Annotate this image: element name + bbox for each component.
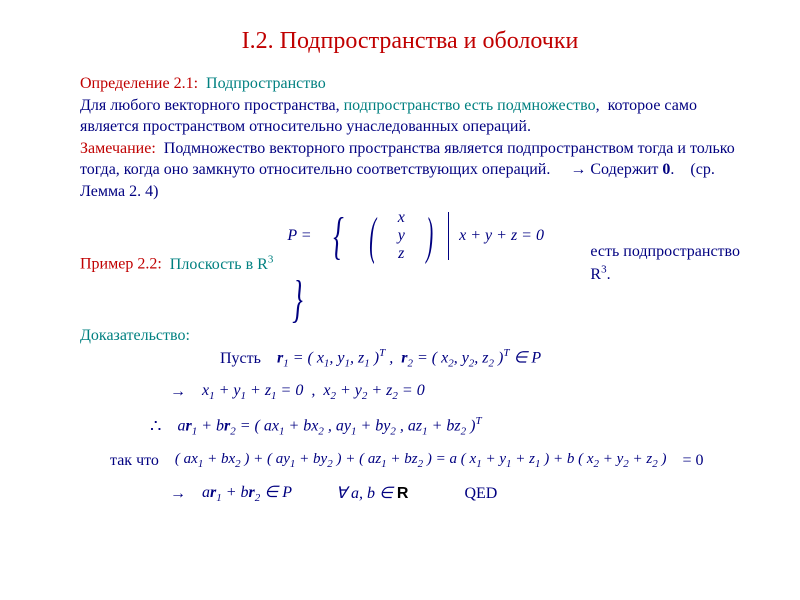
slide: I.2. Подпространства и оболочки Определе… — [0, 0, 800, 526]
proof-step-1: → x1 + y1 + z1 = 0 , x2 + y2 + z2 = 0 — [80, 380, 740, 404]
example-term: Плоскость в R3 — [170, 256, 274, 273]
proof-label: Доказательство: — [80, 325, 740, 347]
proof-final: → ar1 + br2 ∈ P ∀ a, b ∈ R QED — [80, 482, 740, 506]
definition-label: Определение 2.1: — [80, 75, 198, 92]
proof-let: Пусть r1 = ( x1, y1, z1 )T , r2 = ( x2, … — [80, 346, 740, 371]
remark-block: Замечание: Подмножество векторного прост… — [80, 138, 740, 203]
definition-text: Для любого векторного пространства, подп… — [80, 95, 740, 138]
remark-label: Замечание: — [80, 140, 156, 157]
definition-block: Определение 2.1: Подпространство — [80, 73, 740, 95]
plane-definition: P = { ( x y z ) x + y + z = 0 } — [287, 209, 576, 319]
qed: QED — [464, 483, 497, 505]
definition-term: Подпространство — [206, 75, 326, 92]
example-label: Пример 2.2: — [80, 256, 162, 273]
example-block: Пример 2.2: Плоскость в R3 P = { ( x y z… — [80, 209, 740, 319]
proof-step-2: ∴ ar1 + br2 = ( ax1 + bx2 , ay1 + by2 , … — [80, 414, 740, 439]
proof-step-3: так что ( ax1 + bx2 ) + ( ay1 + by2 ) + … — [80, 449, 740, 472]
slide-title: I.2. Подпространства и оболочки — [80, 28, 740, 55]
